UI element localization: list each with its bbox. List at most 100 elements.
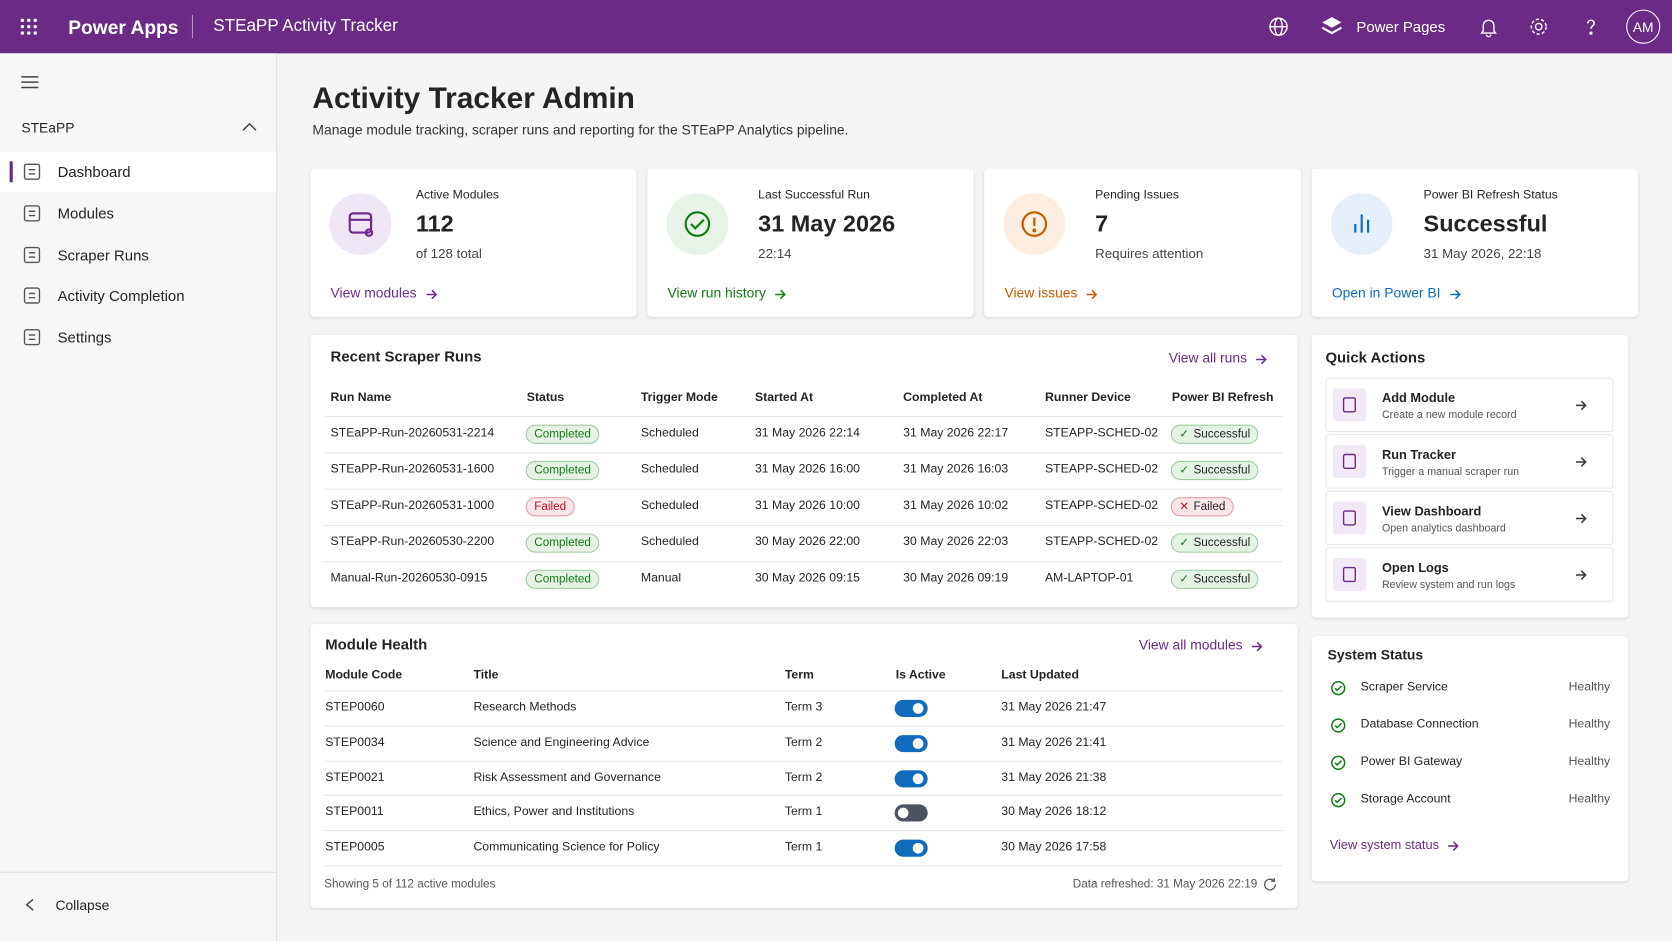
app-launcher-part <box>27 31 31 35</box>
action-title[interactable]: Add Module <box>1381 390 1456 406</box>
refreshed: Data refreshed: 31 May 2026 22:19 <box>1072 878 1258 891</box>
cell: STEP0011 <box>325 805 384 819</box>
cell: Communicating Science for Policy <box>473 840 660 854</box>
healthy-icon-part <box>1334 685 1342 692</box>
healthy-icon-part <box>1331 793 1346 808</box>
collapse-icon-part <box>25 898 34 911</box>
link[interactable]: View run history <box>667 284 766 301</box>
collapse[interactable]: Collapse <box>55 897 110 914</box>
settings-icon[interactable] <box>1528 16 1549 37</box>
action-desc: Open analytics dashboard <box>1381 522 1506 535</box>
healthy-icon-part <box>1331 680 1346 696</box>
row-divider <box>324 524 1283 526</box>
toggle[interactable] <box>894 804 928 822</box>
action-item[interactable] <box>1325 547 1614 602</box>
nav-item[interactable] <box>0 151 277 193</box>
healthy-icon-part <box>1334 797 1342 804</box>
action-icon-part <box>1342 566 1356 583</box>
chevron-up-part <box>242 122 257 131</box>
action-icon-part <box>1342 510 1356 526</box>
globe-icon[interactable] <box>1268 16 1289 37</box>
cell: STEP0060 <box>325 700 385 714</box>
card-icon-part <box>1021 211 1048 237</box>
action-item[interactable] <box>1325 434 1614 489</box>
cell: STEaPP-Run-20260531-1000 <box>330 499 495 513</box>
link[interactable]: View all modules <box>1138 636 1243 653</box>
cell: STEaPP-Run-20260530-2200 <box>330 535 495 549</box>
column-header: Module Code <box>325 668 403 682</box>
help-icon[interactable] <box>1580 16 1601 37</box>
cell: Research Methods <box>473 700 577 714</box>
toggle-knob <box>912 738 924 749</box>
action-icon <box>1332 388 1366 422</box>
cell: AM-LAPTOP-01 <box>1045 571 1134 585</box>
cell: 31 May 2026 22:17 <box>903 426 1009 440</box>
toggle[interactable] <box>894 839 928 857</box>
action-icon <box>1332 444 1366 478</box>
nav-icon-part <box>23 205 41 222</box>
action-title[interactable]: Open Logs <box>1381 560 1449 576</box>
nav-label[interactable]: Dashboard <box>57 163 131 181</box>
column-header: Trigger Mode <box>640 391 718 405</box>
link[interactable]: View issues <box>1004 284 1078 301</box>
avatar[interactable]: AM <box>1626 9 1661 44</box>
card-sub: 22:14 <box>758 246 792 262</box>
toggle[interactable] <box>894 734 928 752</box>
collapse-icon-part <box>25 898 34 911</box>
column-header: Runner Device <box>1045 391 1131 405</box>
menu-icon[interactable] <box>20 75 39 90</box>
link[interactable]: View modules <box>330 284 417 301</box>
nav-label[interactable]: Activity Completion <box>57 287 185 305</box>
chevron-up[interactable] <box>241 121 258 134</box>
power-pages[interactable]: Power Pages <box>1356 18 1446 36</box>
card-value: 31 May 2026 <box>758 210 896 237</box>
collapse-icon[interactable] <box>23 897 36 912</box>
page-subtitle: Manage module tracking, scraper runs and… <box>312 121 849 138</box>
settings-icon-part <box>1530 18 1547 35</box>
arrow-icon <box>425 288 438 301</box>
bell-icon[interactable] <box>1478 16 1499 38</box>
action-item[interactable] <box>1325 490 1614 546</box>
status-text: Successful <box>1193 536 1251 549</box>
action-title[interactable]: View Dashboard <box>1381 503 1482 519</box>
nav-label[interactable]: Settings <box>57 328 112 346</box>
app-launcher[interactable] <box>19 17 38 36</box>
link[interactable]: Open in Power BI <box>1331 284 1441 301</box>
column-header: Power BI Refresh <box>1171 391 1274 405</box>
refresh-icon[interactable] <box>1263 877 1278 892</box>
card-value: 7 <box>1095 210 1109 237</box>
card-label: Power BI Refresh Status <box>1423 188 1558 202</box>
quick-actions-title: Quick Actions <box>1325 348 1426 366</box>
cell: Scheduled <box>640 535 699 549</box>
nav-label[interactable]: Scraper Runs <box>57 246 149 264</box>
cell: Manual <box>640 571 682 585</box>
card-icon-part <box>329 193 392 255</box>
arrow-icon-part <box>1576 513 1587 524</box>
help-icon-part <box>1587 19 1595 29</box>
link[interactable]: View all runs <box>1168 349 1248 366</box>
card-icon-part <box>690 219 705 230</box>
nav-label[interactable]: Modules <box>57 204 115 222</box>
arrow-icon-part <box>1576 400 1587 411</box>
healthy-icon <box>1331 755 1346 770</box>
cell: Manual-Run-20260530-0915 <box>330 571 488 585</box>
card-value: Successful <box>1423 210 1548 237</box>
toggle[interactable] <box>894 769 928 787</box>
cell: Scheduled <box>640 426 699 440</box>
arrow-icon-part <box>775 289 787 299</box>
column-header: Last Updated <box>1001 668 1079 682</box>
status-text: Successful <box>1193 572 1251 586</box>
action-title[interactable]: Run Tracker <box>1381 447 1456 462</box>
toggle[interactable] <box>894 699 928 717</box>
healthy-icon <box>1331 793 1346 808</box>
arrow-icon <box>774 288 787 301</box>
nav-icon-part <box>23 163 41 180</box>
app-launcher-part <box>20 31 25 35</box>
status-badge: Completed <box>525 424 600 444</box>
card-sub: 31 May 2026, 22:18 <box>1423 246 1542 262</box>
link[interactable]: View system status <box>1329 837 1439 853</box>
cell: 30 May 2026 09:19 <box>903 571 1009 585</box>
action-item[interactable] <box>1325 377 1614 433</box>
power-pages-icon[interactable] <box>1320 15 1343 38</box>
card-icon-part <box>1021 211 1048 237</box>
